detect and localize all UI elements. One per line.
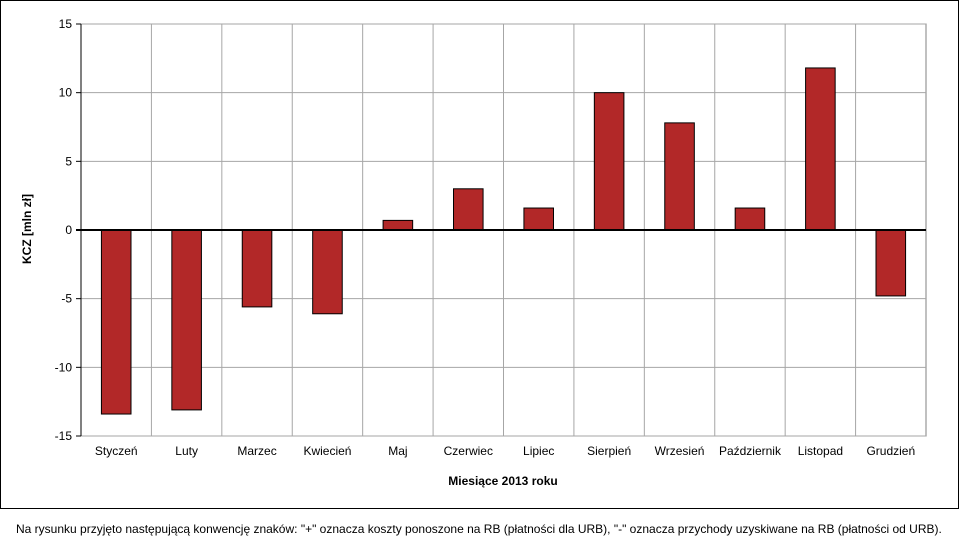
bar-grudzień: [875, 229, 907, 297]
bar-chart: 15 10 5 0 -5 -10 -15 Styczeń Luty Marzec Kwiecień M…: [20, 17, 927, 488]
bar-marzec: [241, 229, 273, 308]
x-tick-label: Czerwiec: [444, 444, 493, 458]
y-tick-label: 0: [65, 223, 72, 237]
bar-listopad: [805, 67, 836, 231]
x-tick-label: Grudzień: [866, 444, 915, 458]
x-tick-label: Kwiecień: [303, 444, 351, 458]
bar-czerwiec: [453, 188, 484, 231]
x-tick-label: Lipiec: [523, 444, 554, 458]
bar-wrzesień: [664, 122, 695, 231]
bar-maj: [382, 219, 414, 231]
chart-frame: 15 10 5 0 -5 -10 -15 Styczeń Luty Marzec Kwiecień M…: [0, 0, 959, 509]
y-tick-label: -10: [55, 360, 73, 374]
x-tick-label: Październik: [719, 444, 782, 458]
x-tick-label: Maj: [388, 444, 407, 458]
bar-lipiec: [523, 207, 554, 231]
x-tick-label: Sierpień: [587, 444, 631, 458]
x-tick-label: Luty: [175, 444, 198, 458]
y-axis-title: KCZ [mln zł]: [20, 194, 34, 264]
y-tick-label: -15: [55, 429, 73, 443]
y-tick-label: 5: [65, 154, 72, 168]
y-tick-label: 10: [59, 86, 73, 100]
bar-październik: [734, 207, 766, 231]
x-axis-title: Miesiące 2013 roku: [448, 474, 557, 488]
axis-layer: 15 10 5 0 -5 -10 -15 Styczeń Luty Marzec Kwiecień M…: [55, 17, 926, 458]
x-tick-label: Listopad: [798, 444, 843, 458]
bar-luty: [171, 229, 202, 411]
x-tick-label: Styczeń: [95, 444, 138, 458]
bar-kwiecień: [312, 229, 343, 315]
y-tick-label: -5: [61, 292, 72, 306]
bar-styczeń: [100, 229, 132, 415]
footnote: Na rysunku przyjęto następującą konwencj…: [16, 522, 942, 536]
y-tick-label: 15: [59, 17, 73, 31]
bars-layer: [100, 67, 907, 415]
x-tick-label: Marzec: [237, 444, 276, 458]
bar-sierpień: [593, 92, 625, 231]
x-tick-label: Wrzesień: [655, 444, 705, 458]
